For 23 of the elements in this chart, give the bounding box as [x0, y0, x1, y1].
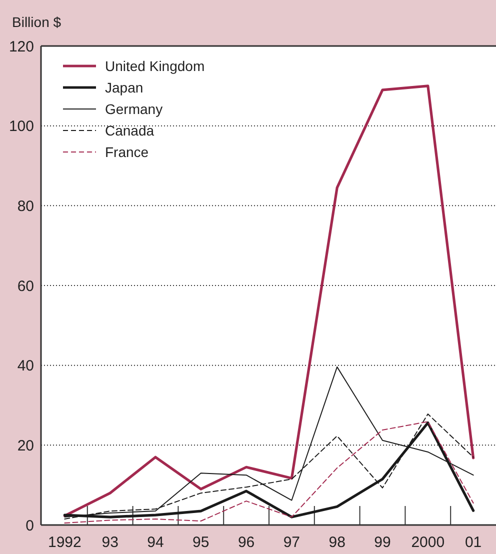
- y-tick-label: 80: [17, 198, 34, 215]
- x-tick-label: 95: [192, 534, 210, 551]
- x-tick-label: 98: [328, 534, 346, 551]
- x-tick-label: 97: [283, 534, 300, 551]
- x-tick-label: 94: [147, 534, 164, 551]
- y-tick-label: 60: [17, 278, 34, 295]
- x-tick-label: 1992: [48, 534, 82, 551]
- x-tick-label: 2000: [411, 534, 445, 551]
- x-tick-label: 99: [374, 534, 391, 551]
- x-tick-label: 01: [464, 534, 482, 551]
- y-tick-label: 40: [17, 358, 34, 375]
- x-tick-label: 96: [238, 534, 255, 551]
- y-axis-title: Billion $: [12, 14, 62, 30]
- legend-label: United Kingdom: [105, 58, 205, 74]
- legend-label: Japan: [105, 79, 144, 96]
- y-tick-label: 20: [17, 437, 34, 454]
- legend-label: France: [105, 144, 149, 160]
- y-tick-label: 100: [8, 118, 34, 136]
- y-tick-label: 120: [8, 38, 34, 56]
- x-tick-label: 93: [102, 534, 118, 551]
- legend-label: Canada: [105, 122, 154, 138]
- y-tick-label: 0: [26, 517, 34, 534]
- legend-label: Germany: [105, 100, 163, 117]
